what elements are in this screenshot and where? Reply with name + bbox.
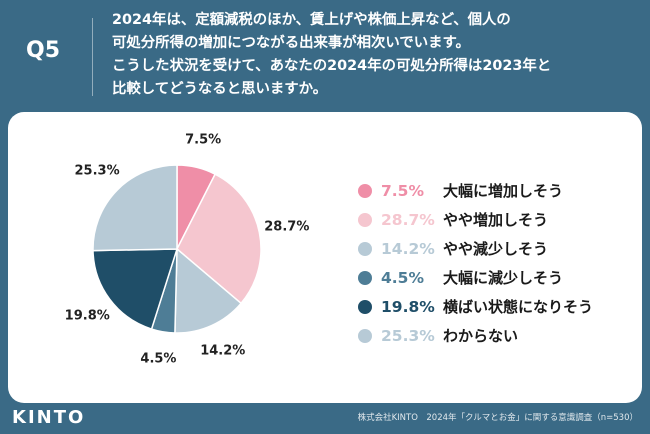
legend-swatch (358, 241, 372, 256)
legend-label: やや減少しそう (443, 240, 549, 258)
pie-chart (92, 164, 262, 334)
header: Q5 2024年は、定額減税のほか、賃上げや株価上昇など、個人の 可処分所得の増… (0, 0, 650, 112)
legend-item: 25.3% わからない (358, 321, 593, 350)
pie-slice (174, 247, 243, 334)
legend-item: 4.5% 大幅に減少しそう (358, 263, 593, 292)
legend-swatch (358, 270, 372, 285)
question-number: Q5 (26, 38, 61, 63)
question-line: 2024年は、定額減税のほか、賃上げや株価上昇など、個人の (112, 12, 511, 28)
slice-value-label: 25.3% (74, 163, 120, 179)
chart-card: 7.5% 28.7% 14.2% 4.5% 19.8% 25.3% 7.5% 大幅に増加しそ… (8, 112, 642, 403)
legend-percent: 4.5% (381, 268, 424, 287)
legend-percent: 28.7% (381, 210, 435, 229)
legend-label: 横ばい状態になりそう (443, 298, 594, 316)
legend-label: 大幅に増加しそう (443, 182, 564, 200)
question-line: こうした状況を受けて、あなたの2024年の可処分所得は2023年と (112, 58, 552, 74)
chart-legend: 7.5% 大幅に増加しそう 28.7% やや増加しそう 14.2% やや減少しそう 4.5%… (358, 176, 593, 350)
kinto-logo: KINTO (12, 407, 86, 428)
slice-value-label: 19.8% (64, 308, 110, 324)
legend-swatch (358, 183, 372, 198)
slice-value-label: 7.5% (185, 132, 222, 148)
footer: KINTO 株式会社KINTO 2024年「クルマとお金」に関する意識調査（n=… (0, 403, 650, 434)
question-line: 可処分所得の増加につながる出来事が相次いでいます。 (112, 35, 470, 51)
legend-item: 19.8% 横ばい状態になりそう (358, 292, 593, 321)
legend-percent: 25.3% (381, 326, 435, 345)
legend-label: わからない (443, 327, 519, 345)
pie-slice (176, 173, 262, 305)
slice-value-label: 14.2% (200, 343, 246, 359)
legend-swatch (358, 212, 372, 227)
legend-label: やや増加しそう (443, 211, 549, 229)
legend-percent: 7.5% (381, 181, 424, 200)
slice-value-label: 28.7% (264, 219, 310, 235)
slice-value-label: 4.5% (140, 351, 177, 367)
legend-swatch (358, 299, 372, 314)
question-line: 比較してどうなると思いますか。 (112, 81, 328, 97)
legend-item: 14.2% やや減少しそう (358, 234, 593, 263)
legend-percent: 14.2% (381, 239, 435, 258)
legend-item: 28.7% やや増加しそう (358, 205, 593, 234)
pie-slice (92, 248, 179, 330)
header-divider (92, 18, 93, 96)
legend-item: 7.5% 大幅に増加しそう (358, 176, 593, 205)
pie-slice (92, 164, 178, 252)
legend-label: 大幅に減少しそう (443, 269, 564, 287)
question-text: 2024年は、定額減税のほか、賃上げや株価上昇など、個人の 可処分所得の増加につ… (112, 9, 632, 101)
source-note: 株式会社KINTO 2024年「クルマとお金」に関する意識調査（n=530） (357, 413, 638, 423)
legend-swatch (358, 328, 372, 343)
legend-percent: 19.8% (381, 297, 435, 316)
